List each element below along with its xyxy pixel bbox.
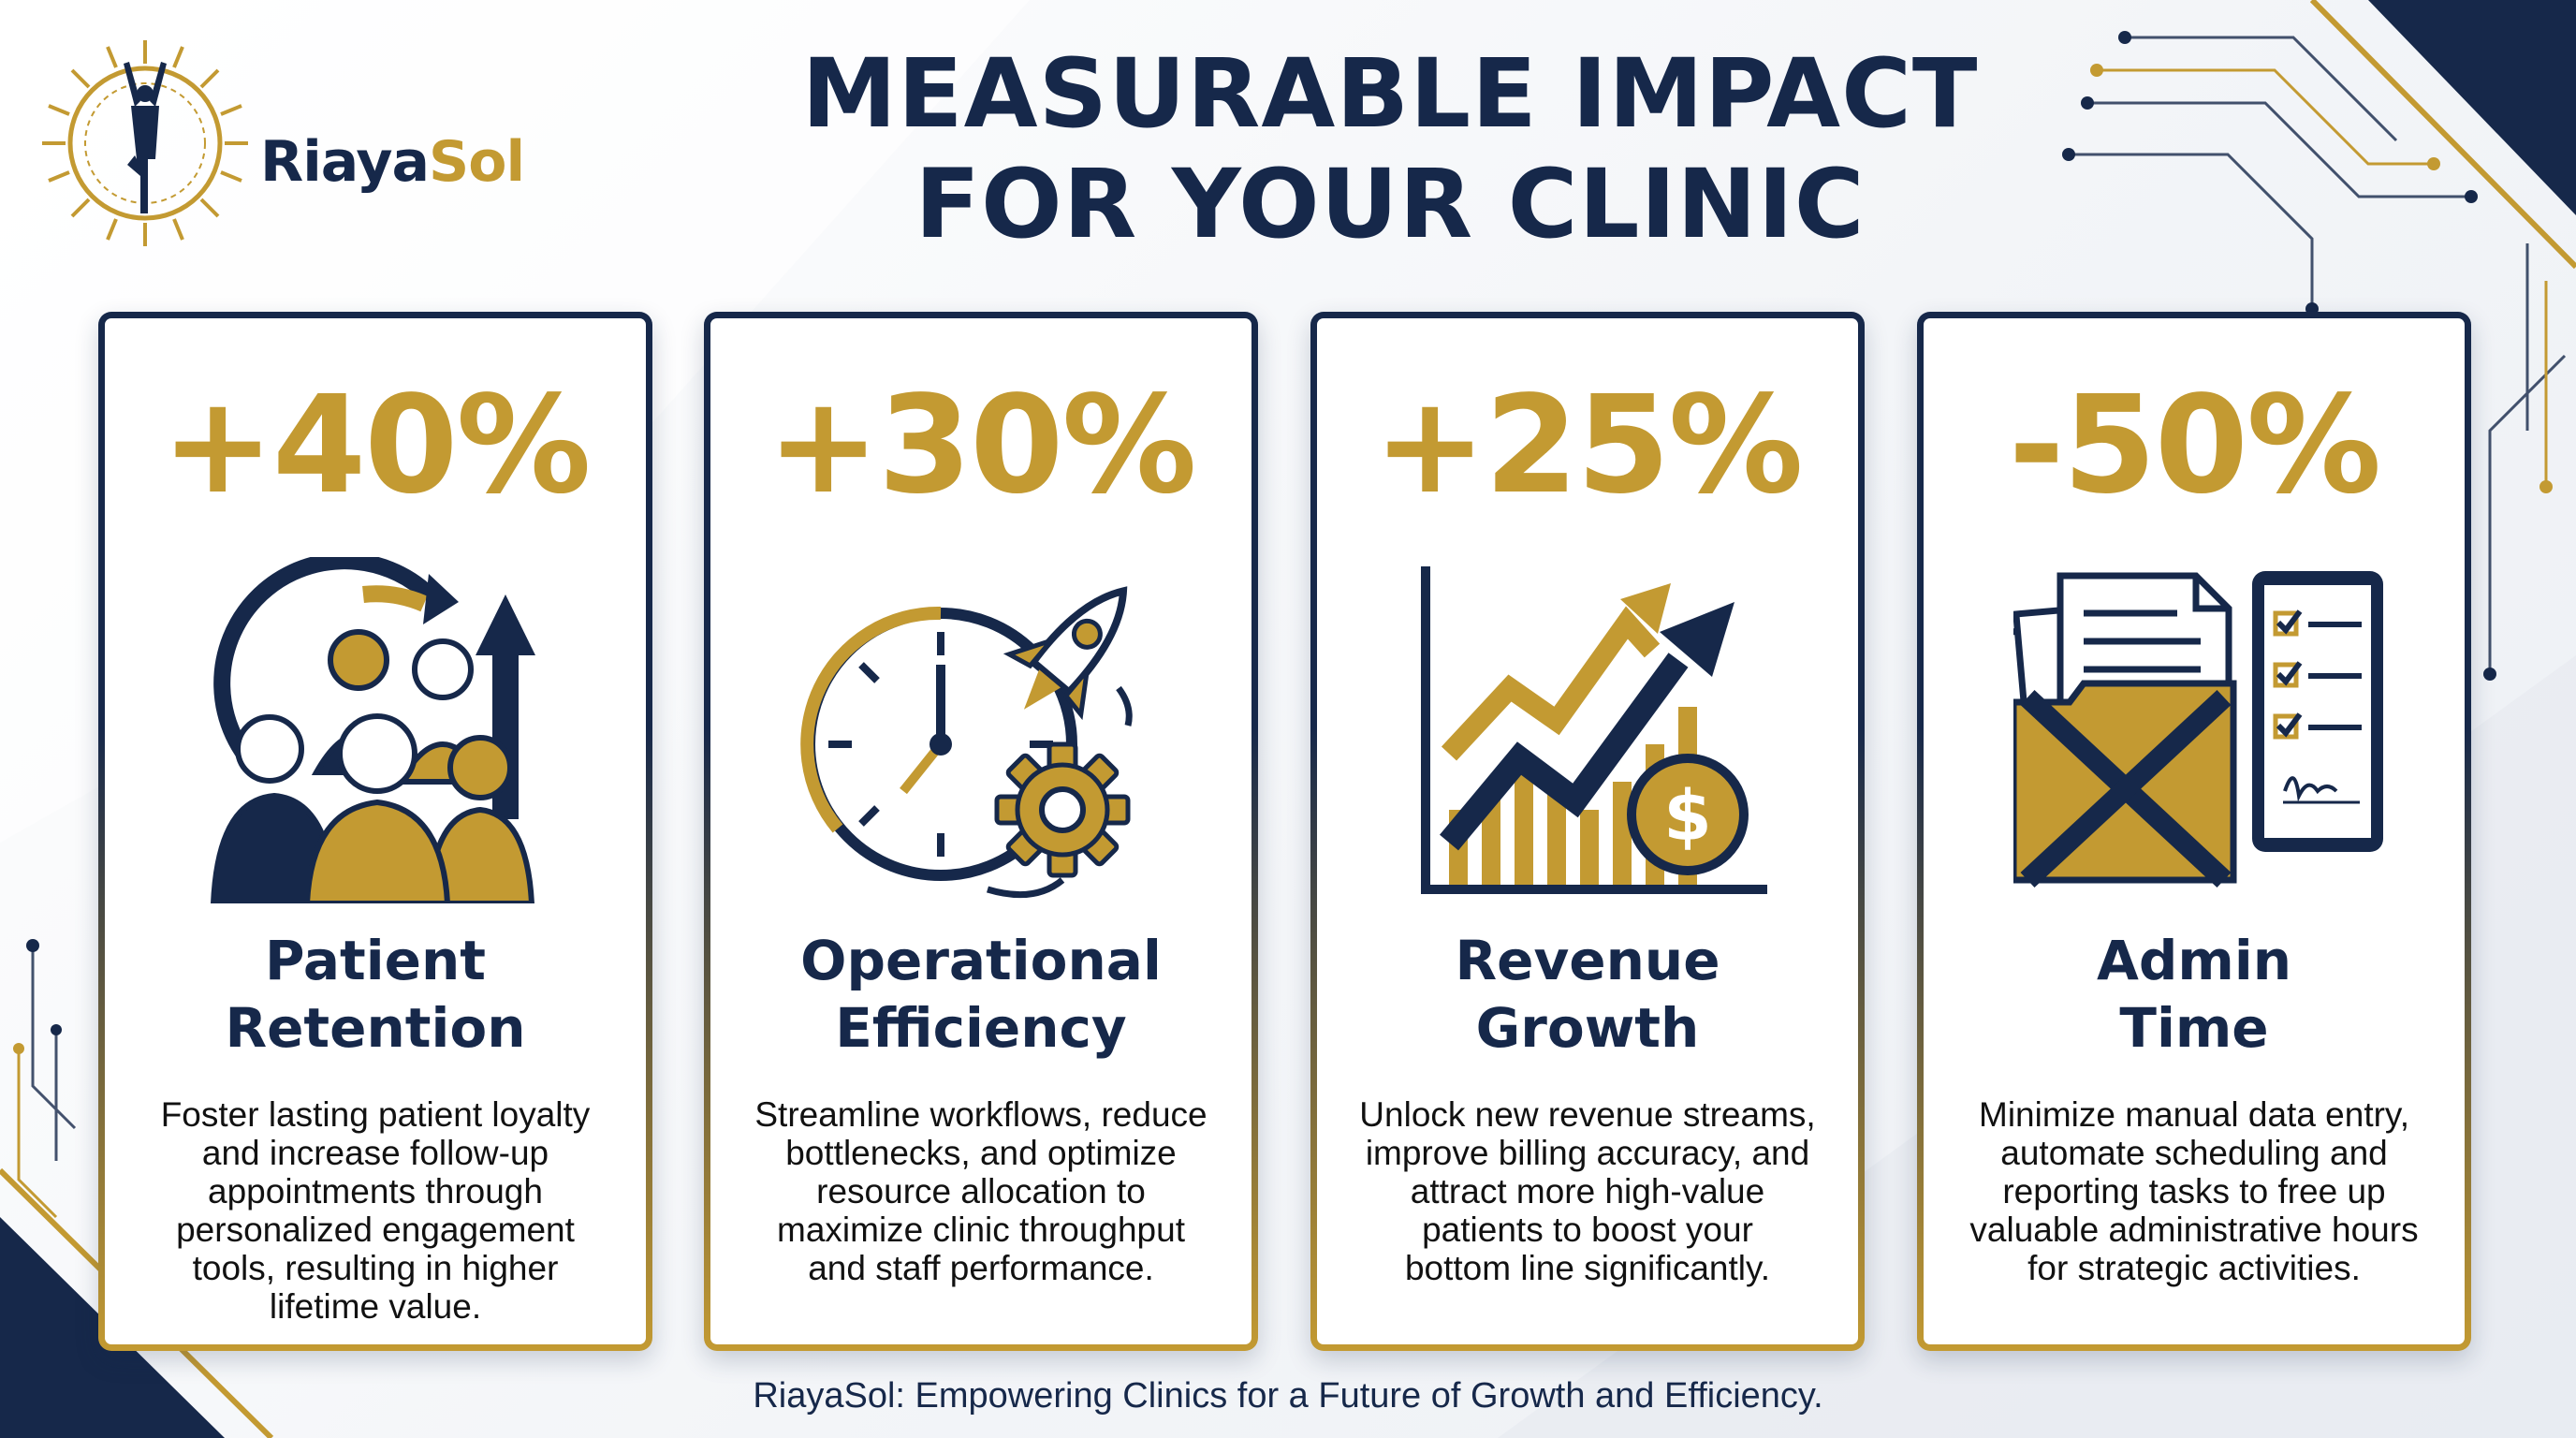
title-line-1: MEASURABLE IMPACT [801,38,1979,150]
card-patient-retention: +40% Patient Retention Foster lasting pa… [98,312,652,1351]
paperwork-tablet-checklist-icon [2013,571,2383,888]
title-line-2: FOR YOUR CLINIC [915,149,1866,260]
card-description: Streamline workflows, reduce bottlenecks… [754,1095,1208,1287]
svg-text:$: $ [1663,776,1712,857]
sun-yoga-pose-icon [42,40,248,246]
brand-name: RiayaSol [260,129,525,195]
patient-group-retention-icon [210,557,535,903]
card-description: Minimize manual data entry, automate sch… [1969,1095,2419,1287]
brand-logo: RiayaSol [37,36,599,251]
footer-tagline: RiayaSol: Empowering Clinics for a Futur… [753,1376,1823,1416]
card-title: Patient Retention [225,929,526,1060]
page-title: MEASURABLE IMPACT FOR YOUR CLINIC [637,39,2144,260]
card-title: Operational Efficiency [800,929,1162,1060]
card-title: Admin Time [2096,929,2291,1060]
revenue-growth-chart-icon: $ [1421,566,1767,894]
stat-value: +30% [767,366,1196,523]
stat-value: -50% [2008,366,2381,523]
card-description: Foster lasting patient loyalty and incre… [160,1095,591,1326]
stat-value: +40% [161,366,591,523]
card-operational-efficiency: +30% [704,312,1258,1351]
card-description: Unlock new revenue streams, improve bill… [1359,1095,1816,1287]
card-revenue-growth: +25% $ Revenue Growth Unlock new revenue… [1310,312,1865,1351]
clock-rocket-gear-icon [800,586,1133,899]
stat-value: +25% [1373,366,1803,523]
card-title: Revenue Growth [1455,929,1720,1060]
card-admin-time: -50% Admin Time Minimize manual data en [1917,312,2471,1351]
